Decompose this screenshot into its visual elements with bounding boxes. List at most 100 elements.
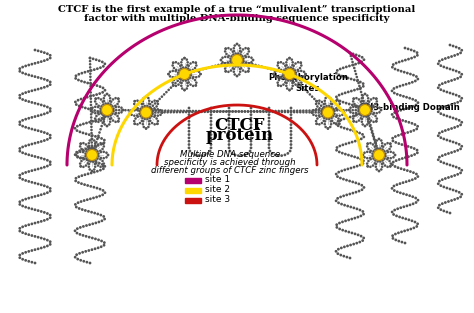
Circle shape [233,70,235,73]
Circle shape [372,164,374,167]
Circle shape [109,97,111,100]
Circle shape [363,156,366,159]
Circle shape [399,85,401,88]
Circle shape [200,154,203,157]
Circle shape [329,102,332,105]
Circle shape [242,60,245,63]
Circle shape [448,140,451,142]
Circle shape [336,108,338,111]
Circle shape [143,126,145,128]
Circle shape [241,62,244,65]
Circle shape [340,170,343,172]
Circle shape [284,69,295,80]
Circle shape [372,133,374,135]
Circle shape [294,69,296,72]
Circle shape [446,187,448,189]
Circle shape [198,70,200,73]
Circle shape [94,142,97,145]
Circle shape [280,69,283,71]
Circle shape [318,109,320,112]
Circle shape [203,110,206,113]
Circle shape [190,71,192,74]
Circle shape [158,109,161,112]
Circle shape [106,93,108,95]
Circle shape [148,117,151,119]
Circle shape [85,143,87,146]
Circle shape [300,81,302,84]
Circle shape [290,79,292,82]
Circle shape [82,131,84,134]
Circle shape [339,109,342,111]
Circle shape [349,111,352,114]
Circle shape [453,78,456,81]
Circle shape [102,103,105,106]
Circle shape [90,100,92,103]
Circle shape [312,109,315,111]
Circle shape [139,109,142,112]
Circle shape [90,132,93,134]
Circle shape [396,93,399,96]
Circle shape [27,223,30,226]
Circle shape [314,109,317,112]
Circle shape [260,65,263,68]
Circle shape [186,85,189,87]
Circle shape [413,221,416,223]
Circle shape [97,155,100,158]
Circle shape [250,130,252,133]
Circle shape [27,90,30,93]
Circle shape [311,109,314,112]
Circle shape [294,76,296,79]
Circle shape [356,88,359,90]
Circle shape [444,201,447,204]
Circle shape [89,75,91,78]
Circle shape [369,158,372,161]
Circle shape [375,97,378,100]
Text: CTCF is the first example of a true “mulivalent” transcriptional: CTCF is the first example of a true “mul… [58,5,416,14]
Circle shape [450,79,453,82]
Circle shape [351,232,353,234]
Circle shape [49,216,52,219]
Circle shape [87,249,90,252]
Circle shape [417,78,419,80]
Circle shape [91,134,94,137]
Circle shape [409,73,412,75]
Circle shape [185,87,188,90]
Circle shape [184,79,187,82]
Circle shape [324,126,327,128]
Circle shape [49,136,52,139]
Circle shape [236,59,238,61]
Circle shape [102,142,105,145]
Circle shape [90,160,92,163]
Circle shape [414,80,417,82]
Circle shape [91,146,93,149]
Circle shape [94,144,97,147]
Circle shape [91,144,93,147]
Circle shape [439,112,442,115]
Circle shape [268,136,270,139]
Circle shape [392,156,395,159]
Circle shape [276,64,279,67]
Circle shape [437,206,440,209]
Circle shape [364,93,366,95]
Circle shape [456,53,459,56]
Circle shape [324,97,327,99]
Circle shape [369,105,372,108]
Circle shape [145,127,147,130]
Circle shape [154,123,156,126]
Circle shape [294,83,297,86]
Circle shape [30,74,33,77]
Circle shape [107,154,109,156]
Circle shape [94,100,97,103]
Circle shape [213,110,216,112]
Circle shape [97,143,100,146]
Circle shape [455,94,457,96]
Circle shape [268,146,270,149]
Circle shape [374,166,377,168]
Circle shape [97,164,100,167]
Circle shape [89,57,91,59]
Circle shape [408,194,411,197]
Circle shape [403,229,406,232]
Circle shape [359,81,362,84]
Circle shape [441,178,444,181]
Circle shape [329,120,332,123]
